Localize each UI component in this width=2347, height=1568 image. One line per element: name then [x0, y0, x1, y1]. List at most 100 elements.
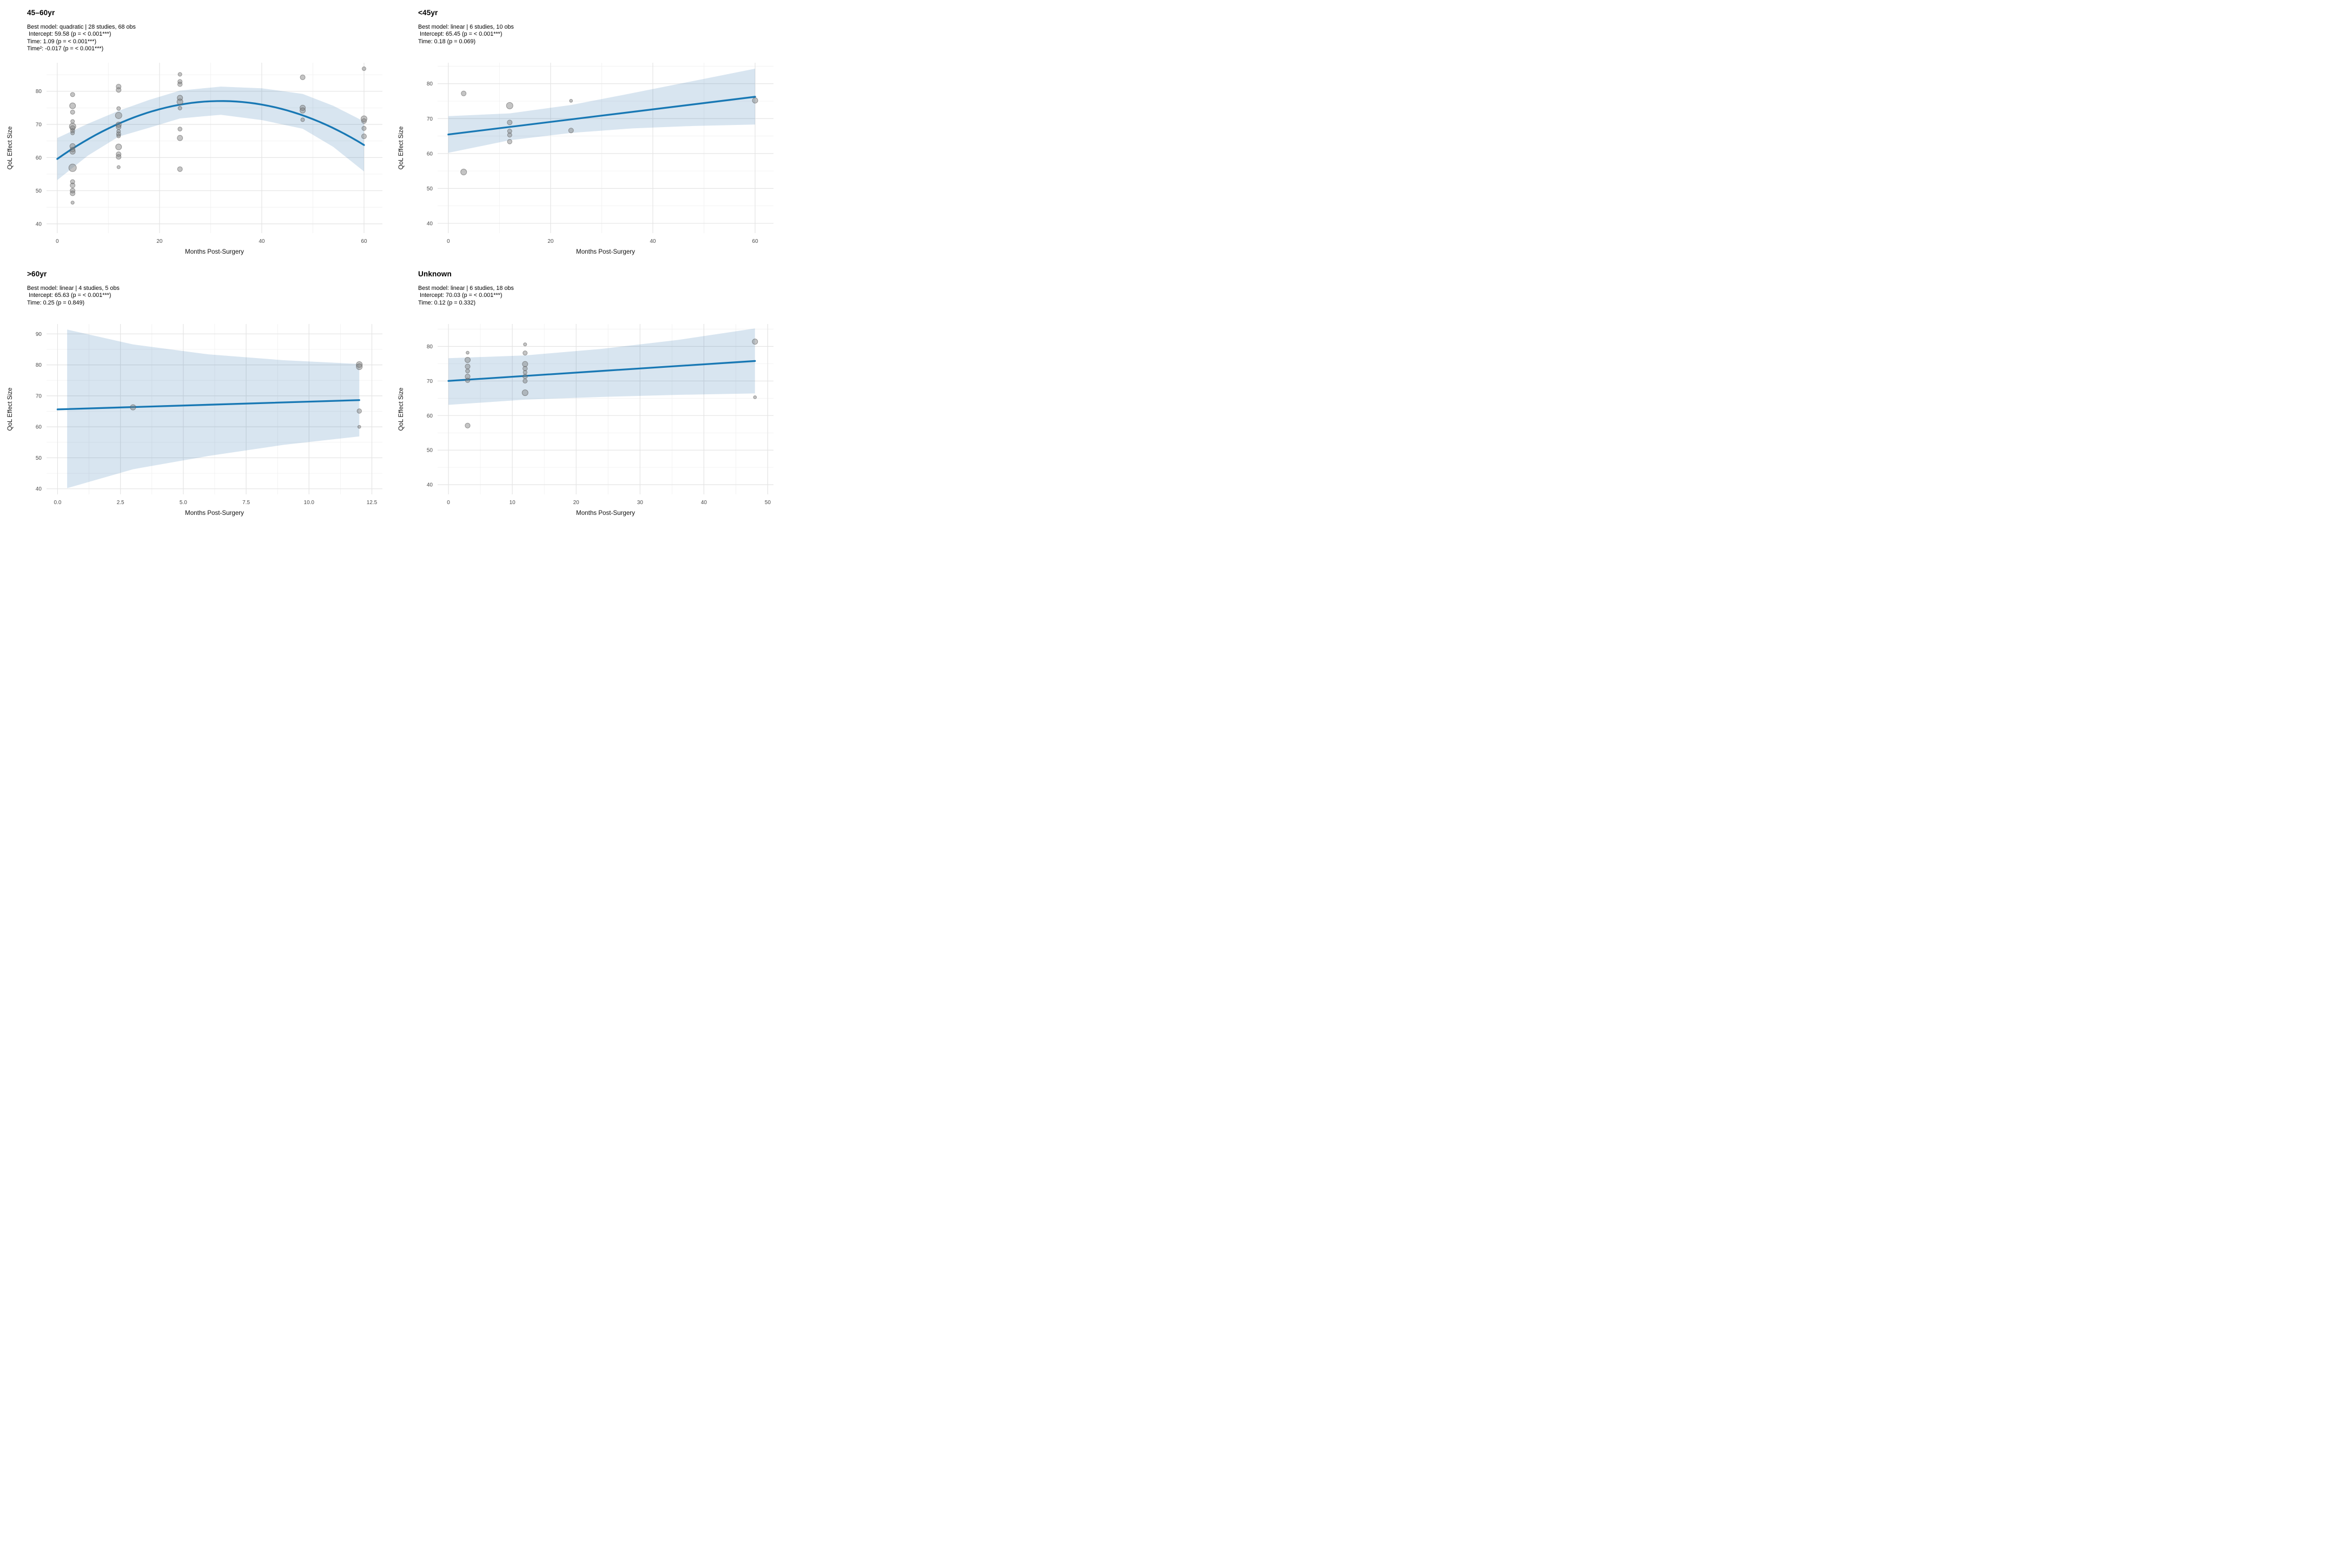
x-axis-title: Months Post-Surgery: [576, 248, 635, 255]
data-point: [465, 422, 471, 428]
y-tick-label: 80: [427, 344, 433, 350]
chart-over-60yr: 0.0 2.5 5.0 7.5 10.0 12.5 40 50 60 70 80 90 Months P…: [6, 324, 382, 517]
panel-title: <45yr: [418, 9, 438, 17]
data-point: [177, 105, 182, 110]
data-point: [130, 404, 136, 411]
x-tick-label: 10.0: [304, 500, 315, 506]
x-tick-label: 0: [447, 239, 450, 244]
chart-45-60yr: 0 20 40 60 40 50 60 70 80 Months Post-Surgery QoL …: [6, 63, 382, 255]
stats-line: Intercept: 70.03 (p = < 0.001***): [418, 292, 503, 299]
data-point: [361, 125, 367, 131]
data-point: [752, 97, 758, 104]
data-point: [465, 378, 471, 383]
model-stats-block: Best model: linear | 6 studies, 10 obs I…: [418, 24, 514, 45]
data-point: [116, 124, 122, 130]
data-point: [177, 135, 183, 141]
data-point: [507, 120, 513, 125]
data-point: [460, 169, 467, 176]
data-point: [521, 389, 528, 396]
panel-45-60yr: 0 20 40 60 40 50 60 70 80 Months Post-Surgery QoL …: [0, 0, 391, 261]
panel-title: Unknown: [418, 270, 452, 278]
data-point: [70, 190, 76, 196]
model-stats-block: Best model: linear | 4 studies, 5 obs In…: [27, 285, 120, 307]
data-point: [300, 117, 305, 122]
x-tick-label: 20: [547, 239, 554, 244]
confidence-ribbon: [448, 328, 755, 405]
y-axis-title: QoL Effect Size: [6, 388, 14, 431]
panel-title: >60yr: [27, 270, 47, 278]
model-stats-block: Best model: quadratic | 28 studies, 68 o…: [27, 24, 136, 53]
data-point: [466, 350, 470, 355]
y-tick-label: 40: [427, 221, 433, 227]
data-point: [569, 99, 573, 103]
data-point: [69, 148, 76, 155]
data-point: [300, 107, 306, 114]
stats-line: Intercept: 59.58 (p = < 0.001***): [27, 31, 111, 38]
y-tick-label: 50: [36, 188, 42, 194]
model-stats-block: Best model: linear | 6 studies, 18 obs I…: [418, 285, 514, 307]
panel-unknown: 0 10 20 30 40 50 40 50 60 70 80 Months Post-Surgery…: [391, 261, 782, 522]
data-point: [356, 363, 363, 371]
data-point: [522, 361, 528, 367]
data-point: [464, 356, 471, 363]
y-tick-label: 70: [36, 393, 42, 399]
stats-line: Intercept: 65.45 (p = < 0.001***): [418, 31, 503, 38]
panel-over-60yr: 0.0 2.5 5.0 7.5 10.0 12.5 40 50 60 70 80 90 Months P…: [0, 261, 391, 522]
y-tick-label: 60: [427, 413, 433, 419]
panel-title: 45–60yr: [27, 9, 55, 17]
data-point: [70, 92, 75, 97]
data-point: [115, 111, 122, 119]
confidence-ribbon: [67, 329, 360, 488]
data-point: [176, 98, 183, 105]
confidence-ribbon: [448, 68, 755, 153]
trend-line: [447, 360, 756, 382]
stats-line: Best model: quadratic | 28 studies, 68 o…: [27, 24, 136, 30]
data-point: [507, 139, 512, 144]
data-point: [523, 378, 528, 383]
data-point: [568, 128, 574, 134]
y-tick-label: 70: [36, 122, 42, 128]
data-point: [70, 147, 76, 153]
y-tick-label: 80: [36, 89, 42, 95]
x-tick-label: 7.5: [242, 500, 250, 506]
data-point: [507, 129, 512, 134]
data-point: [361, 118, 367, 124]
stats-line: Intercept: 65.63 (p = < 0.001***): [27, 292, 111, 299]
data-point: [70, 125, 76, 131]
y-tick-label: 60: [36, 425, 42, 431]
y-tick-label: 80: [427, 81, 433, 87]
data-point: [116, 165, 121, 169]
data-point: [752, 339, 758, 345]
x-tick-label: 20: [156, 239, 163, 244]
data-point: [300, 74, 306, 80]
data-point: [357, 425, 361, 429]
stats-line: Time: 0.12 (p = 0.332): [418, 299, 476, 306]
x-tick-label: 12.5: [367, 500, 378, 506]
data-point: [70, 130, 75, 135]
x-tick-label: 0.0: [54, 500, 61, 506]
data-point: [361, 134, 367, 140]
x-tick-label: 40: [701, 500, 708, 506]
data-point: [465, 363, 471, 369]
x-axis-title: Months Post-Surgery: [185, 510, 244, 517]
y-tick-label: 80: [36, 362, 42, 368]
x-tick-label: 30: [637, 500, 644, 506]
data-point: [116, 134, 121, 138]
y-tick-label: 50: [427, 448, 433, 454]
y-axis-title: QoL Effect Size: [6, 127, 14, 170]
data-point: [177, 166, 183, 172]
stats-line: Time: 1.09 (p = < 0.001***): [27, 38, 97, 45]
data-point: [356, 408, 362, 414]
trend-line: [447, 96, 756, 136]
data-point: [177, 79, 183, 84]
y-tick-label: 50: [427, 186, 433, 192]
chart-under-45yr: 0 20 40 60 40 50 60 70 80 Months Post-Surgery QoL …: [398, 63, 773, 255]
data-point: [70, 201, 75, 205]
data-point: [116, 87, 122, 93]
stats-line: Time: 0.18 (p = 0.069): [418, 38, 476, 45]
stats-line: Time: 0.25 (p = 0.849): [27, 299, 85, 306]
data-point: [461, 90, 467, 96]
y-tick-label: 90: [36, 332, 42, 338]
x-tick-label: 2.5: [117, 500, 124, 506]
data-point: [68, 163, 77, 172]
